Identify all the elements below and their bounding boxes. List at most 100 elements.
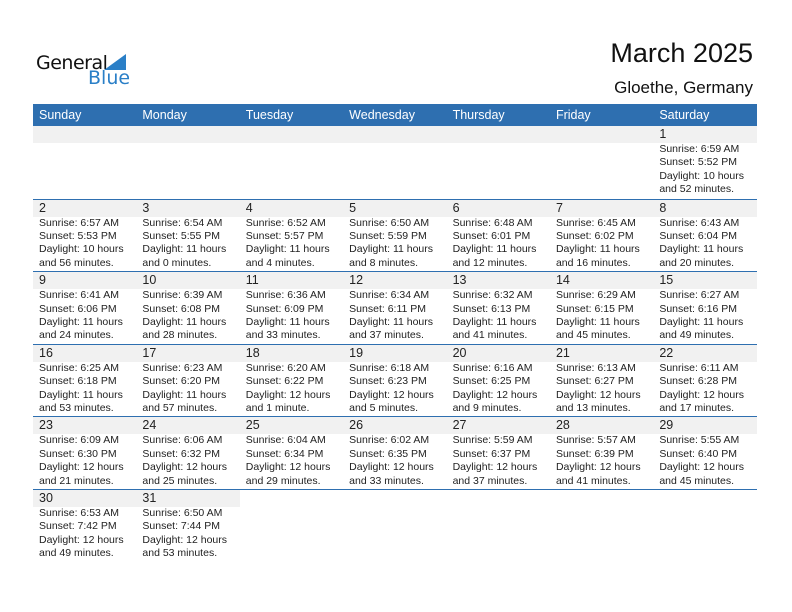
daylight-text: Daylight: 10 hours — [39, 243, 124, 256]
weekday-wednesday: Wednesday — [349, 108, 415, 122]
empty-cell — [447, 126, 550, 199]
day-number: 24 — [142, 418, 157, 433]
empty-cell — [550, 126, 653, 199]
sunrise-text: Sunrise: 6:53 AM — [39, 506, 119, 519]
sunrise-text: Sunrise: 6:09 AM — [39, 434, 119, 447]
day-number: 18 — [245, 345, 260, 360]
sunrise-text: Sunrise: 6:11 AM — [659, 361, 739, 374]
daylight-text: Daylight: 12 hours — [659, 388, 744, 401]
sunset-text: Sunset: 6:13 PM — [452, 302, 531, 315]
daylight-text: Daylight: 12 hours — [349, 461, 434, 474]
day-cell: 14 Sunrise: 6:29 AM Sunset: 6:15 PM Dayligh… — [550, 272, 653, 344]
daylight-text: Daylight: 11 hours — [555, 243, 640, 256]
sunset-text: Sunset: 6:40 PM — [659, 447, 737, 460]
sunset-text: Sunset: 6:23 PM — [349, 375, 427, 388]
sunrise-text: Sunrise: 6:02 AM — [349, 434, 430, 447]
daylight-text: Daylight: 12 hours — [142, 533, 228, 546]
daylight-minutes-text: and 1 minute. — [245, 402, 310, 414]
sunrise-text: Sunrise: 6:41 AM — [39, 289, 119, 302]
date-band — [33, 272, 757, 290]
sunrise-text: Sunrise: 6:59 AM — [659, 143, 740, 155]
sunrise-text: Sunrise: 6:43 AM — [659, 216, 740, 229]
day-number: 16 — [39, 345, 53, 360]
daylight-minutes-text: and 33 minutes. — [245, 329, 321, 342]
daylight-minutes-text: and 4 minutes. — [245, 256, 315, 269]
daylight-minutes-text: and 56 minutes. — [39, 256, 114, 269]
day-number: 4 — [245, 200, 253, 215]
daylight-text: Daylight: 11 hours — [555, 316, 640, 328]
daylight-minutes-text: and 41 minutes. — [555, 474, 631, 487]
sunset-text: Sunset: 6:27 PM — [555, 375, 634, 388]
sunrise-text: Sunrise: 6:57 AM — [39, 216, 119, 229]
daylight-minutes-text: and 9 minutes. — [452, 402, 522, 414]
daylight-text: Daylight: 11 hours — [349, 243, 434, 256]
day-number: 3 — [142, 200, 150, 215]
weekday-monday: Monday — [142, 108, 187, 122]
date-band — [33, 417, 757, 435]
weekday-friday: Friday — [555, 108, 591, 122]
sunrise-text: Sunrise: 5:55 AM — [659, 434, 740, 447]
date-band — [33, 199, 757, 217]
daylight-text: Daylight: 11 hours — [452, 316, 537, 328]
calendar-week: 2 Sunrise: 6:57 AM Sunset: 5:53 PM Daylight… — [33, 198, 757, 272]
calendar-week: 30 Sunrise: 6:53 AM Sunset: 7:42 PM Dayligh… — [33, 488, 757, 562]
daylight-minutes-text: and 41 minutes. — [452, 329, 528, 342]
daylight-minutes-text: and 49 minutes. — [39, 547, 114, 560]
sunset-text: Sunset: 5:55 PM — [142, 230, 221, 242]
sunset-text: Sunset: 6:32 PM — [142, 447, 221, 460]
empty-cell — [136, 126, 239, 199]
day-number: 19 — [349, 345, 364, 360]
day-cell: 12 Sunrise: 6:34 AM Sunset: 6:11 PM Dayligh… — [343, 272, 446, 344]
day-cell: 5 Sunrise: 6:50 AM Sunset: 5:59 PM Daylight… — [343, 200, 446, 272]
logo-text-blue: Blue — [88, 67, 131, 89]
empty-cell — [653, 490, 756, 562]
day-cell: 2 Sunrise: 6:57 AM Sunset: 5:53 PM Daylight… — [33, 200, 136, 272]
page-title: March 2025 — [610, 38, 753, 68]
sunrise-text: Sunrise: 5:57 AM — [555, 434, 636, 447]
daylight-minutes-text: and 24 minutes. — [39, 329, 114, 342]
logo-triangle-icon — [104, 54, 126, 70]
daylight-text: Daylight: 11 hours — [142, 388, 227, 401]
sunrise-text: Sunrise: 6:48 AM — [452, 216, 533, 229]
day-cell: 4 Sunrise: 6:52 AM Sunset: 5:57 PM Daylight… — [240, 200, 343, 272]
daylight-text: Daylight: 12 hours — [245, 388, 331, 401]
sunset-text: Sunset: 6:30 PM — [39, 447, 117, 460]
day-cell: 17 Sunrise: 6:23 AM Sunset: 6:20 PM Dayligh… — [136, 345, 239, 417]
daylight-minutes-text: and 49 minutes. — [659, 329, 735, 342]
day-number: 25 — [245, 418, 260, 433]
location-subtitle: Gloethe, Germany — [614, 78, 753, 97]
day-number: 21 — [555, 345, 570, 360]
sunrise-text: Sunrise: 6:50 AM — [142, 506, 223, 519]
sunset-text: Sunset: 6:25 PM — [452, 375, 531, 388]
sunrise-text: Sunrise: 6:45 AM — [555, 216, 636, 229]
day-number: 1 — [659, 127, 667, 141]
daylight-minutes-text: and 29 minutes. — [245, 474, 321, 487]
day-cell: 11 Sunrise: 6:36 AM Sunset: 6:09 PM Dayligh… — [240, 272, 343, 344]
day-cell: 18 Sunrise: 6:20 AM Sunset: 6:22 PM Dayligh… — [240, 345, 343, 417]
sunrise-text: Sunrise: 6:50 AM — [349, 216, 430, 229]
daylight-minutes-text: and 13 minutes. — [555, 402, 631, 414]
day-number: 20 — [452, 345, 467, 360]
day-cell: 24 Sunrise: 6:06 AM Sunset: 6:32 PM Dayligh… — [136, 417, 239, 489]
calendar-grid: 1 Sunrise: 6:59 AM Sunset: 5:52 PM Daylight… — [33, 126, 757, 562]
daylight-text: Daylight: 12 hours — [659, 461, 744, 474]
sunrise-text: Sunrise: 6:36 AM — [245, 289, 326, 302]
daylight-minutes-text: and 5 minutes. — [349, 402, 419, 414]
day-number: 2 — [39, 200, 46, 215]
day-number: 5 — [349, 200, 357, 215]
sunrise-text: Sunrise: 6:13 AM — [555, 361, 636, 374]
daylight-minutes-text: and 33 minutes. — [349, 474, 424, 487]
daylight-minutes-text: and 12 minutes. — [452, 256, 528, 269]
day-cell: 8 Sunrise: 6:43 AM Sunset: 6:04 PM Daylight… — [653, 200, 756, 272]
daylight-text: Daylight: 11 hours — [349, 316, 434, 328]
sunrise-text: Sunrise: 6:29 AM — [555, 289, 636, 302]
day-number: 14 — [555, 273, 570, 288]
day-cell: 25 Sunrise: 6:04 AM Sunset: 6:34 PM Dayligh… — [240, 417, 343, 489]
day-number: 15 — [659, 273, 674, 288]
sunset-text: Sunset: 6:20 PM — [142, 375, 221, 388]
day-number: 9 — [39, 273, 46, 288]
day-cell: 26 Sunrise: 6:02 AM Sunset: 6:35 PM Dayligh… — [343, 417, 446, 489]
weekday-sunday: Sunday — [39, 108, 82, 122]
day-cell: 6 Sunrise: 6:48 AM Sunset: 6:01 PM Daylight… — [447, 200, 550, 272]
calendar-week: 23 Sunrise: 6:09 AM Sunset: 6:30 PM Dayligh… — [33, 416, 757, 489]
